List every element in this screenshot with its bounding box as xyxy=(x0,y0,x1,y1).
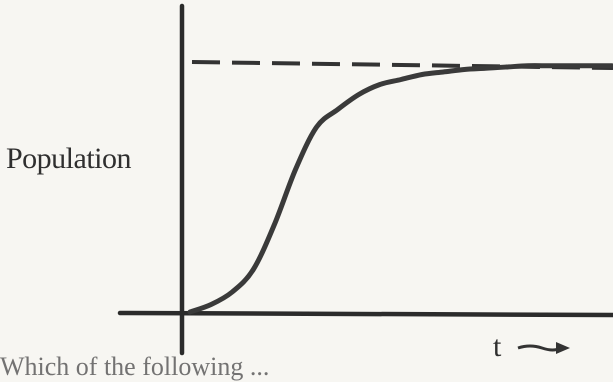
carrying-capacity-line xyxy=(191,60,613,70)
x-axis xyxy=(117,310,613,318)
y-axis-label: Population xyxy=(6,142,132,175)
x-axis-label: t xyxy=(493,330,502,363)
question-text: Which of the following ... xyxy=(0,352,270,381)
population-chart xyxy=(117,3,613,356)
right-arrow-icon xyxy=(517,342,570,354)
population-curve xyxy=(187,63,613,315)
